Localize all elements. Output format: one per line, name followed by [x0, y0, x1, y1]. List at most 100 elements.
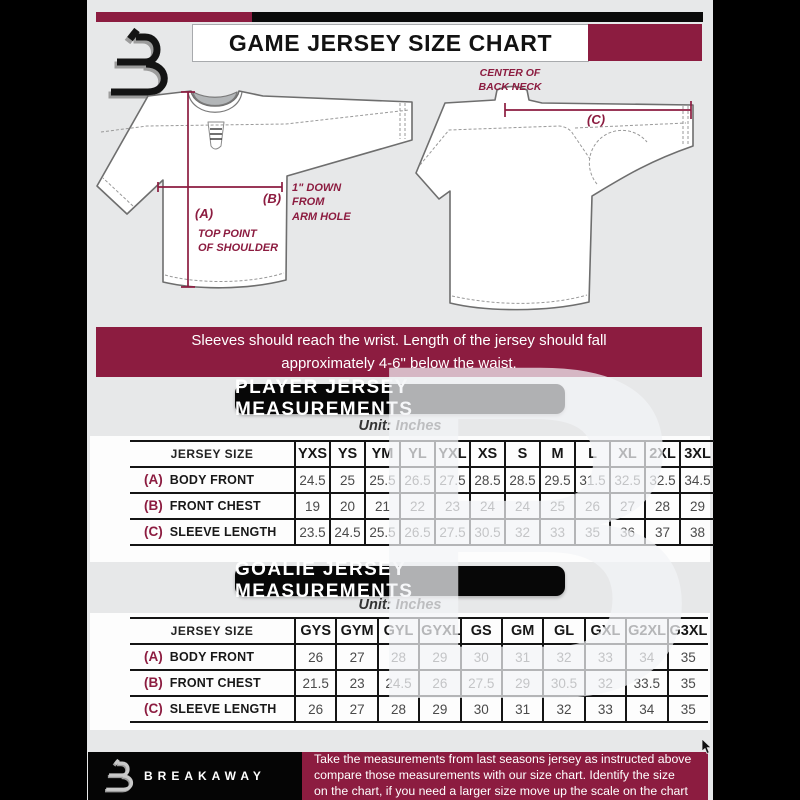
- measurement-value-cell: 29: [418, 695, 461, 723]
- table-header-row: JERSEY SIZE GYS GYM GYL GYXL GS GM GL GXL G2XL G3X…: [130, 617, 708, 644]
- measurement-c-label: (C): [587, 112, 606, 127]
- row-key: (C): [144, 524, 163, 539]
- goalie-section-title: GOALIE JERSEY MEASUREMENTS: [235, 559, 414, 602]
- measurement-value-cell: 35: [666, 643, 708, 670]
- size-column-header: 3XL: [679, 440, 714, 467]
- measurement-value-cell: 22: [399, 492, 435, 519]
- breakaway-footer-logo-icon: [102, 758, 136, 794]
- measurement-value-cell: 28: [644, 492, 680, 519]
- row-key: (B): [144, 498, 163, 513]
- measurement-value-cell: 20: [329, 492, 365, 519]
- measurement-value-cell: 27: [335, 695, 378, 723]
- measurement-value-cell: 30.5: [469, 518, 505, 546]
- measurement-b-label: (B): [263, 191, 282, 206]
- measurement-value-cell: 26: [574, 492, 610, 519]
- measurement-value-cell: 30: [459, 643, 502, 670]
- row-name: BODY FRONT: [169, 650, 255, 664]
- table-row: (A) BODY FRONT 26 27 28 29 30 31 32 33 34 35: [130, 643, 708, 670]
- row-label-cell: (A) BODY FRONT: [130, 466, 295, 493]
- size-column-header: YM: [364, 440, 400, 467]
- row-label-cell: (B) FRONT CHEST: [130, 492, 295, 519]
- measurement-value-cell: 26.5: [399, 518, 435, 546]
- measurement-value-cell: 27: [335, 643, 378, 670]
- measurement-value-cell: 38: [679, 518, 714, 546]
- measurement-value-cell: 30: [459, 695, 502, 723]
- size-column-header: GYM: [335, 617, 378, 644]
- player-section-title: PLAYER JERSEY MEASUREMENTS: [235, 377, 414, 420]
- size-column-header: 2XL: [644, 440, 680, 467]
- measurement-value-cell: 23.5: [294, 518, 330, 546]
- measurement-value-cell: 32: [542, 643, 585, 670]
- player-section-banner: PLAYER JERSEY MEASUREMENTS: [235, 377, 565, 420]
- measurement-value-cell: 33.5: [625, 669, 668, 696]
- measurement-value-cell: 26.5: [399, 466, 435, 493]
- row-key: (A): [144, 472, 163, 487]
- measurement-value-cell: 24.5: [294, 466, 330, 493]
- size-column-header: YL: [399, 440, 435, 467]
- size-column-header: S: [504, 440, 540, 467]
- measurement-value-cell: 28.5: [469, 466, 505, 493]
- row-label-cell: (C) SLEEVE LENGTH: [130, 518, 295, 546]
- footer-note-box: Take the measurements from last seasons …: [302, 752, 708, 800]
- row-key: (C): [144, 701, 163, 716]
- measurement-value-cell: 35: [574, 518, 610, 546]
- measurement-value-cell: 31: [500, 695, 544, 723]
- measurement-lines: [157, 91, 692, 288]
- measurement-value-cell: 25: [539, 492, 575, 519]
- size-column-header: M: [539, 440, 575, 467]
- goalie-size-table: JERSEY SIZE GYS GYM GYL GYXL GS GM GL GXL G2XL G3X…: [130, 617, 708, 723]
- measurement-value-cell: 26: [293, 643, 337, 670]
- row-name: FRONT CHEST: [169, 499, 261, 513]
- measurement-value-cell: 24: [469, 492, 505, 519]
- measurement-value-cell: 31.5: [574, 466, 610, 493]
- table-row: (C) SLEEVE LENGTH 26 27 28 29 30 31 32 33 34 35: [130, 695, 708, 723]
- measurement-value-cell: 28.5: [504, 466, 540, 493]
- measurement-value-cell: 35: [666, 669, 708, 696]
- row-name: BODY FRONT: [169, 473, 255, 487]
- front-jersey-illustration: [96, 90, 413, 289]
- measurement-value-cell: 33: [583, 643, 627, 670]
- measurement-value-cell: 27.5: [434, 466, 470, 493]
- size-column-header: GYXL: [418, 617, 461, 644]
- measurement-value-cell: 27.5: [459, 669, 502, 696]
- size-column-header: XL: [609, 440, 645, 467]
- measurement-value-cell: 29.5: [539, 466, 575, 493]
- measurement-value-cell: 37: [644, 518, 680, 546]
- measurement-value-cell: 32: [504, 518, 540, 546]
- measurement-value-cell: 23: [335, 669, 378, 696]
- measurement-value-cell: 34: [625, 643, 668, 670]
- measurement-value-cell: 23: [434, 492, 470, 519]
- table-row: (B) FRONT CHEST 19 20 21 22 23 24 24 25 26 27 28 29: [130, 492, 714, 519]
- measurement-value-cell: 29: [679, 492, 714, 519]
- goalie-unit-label: Unit: Inches: [358, 597, 442, 613]
- measurement-value-cell: 32: [583, 669, 627, 696]
- header-top-bar: [252, 12, 703, 22]
- size-column-header: XS: [469, 440, 505, 467]
- measurement-value-cell: 25.5: [364, 466, 400, 493]
- row-label-cell: (B) FRONT CHEST: [130, 669, 295, 696]
- goalie-section-banner: GOALIE JERSEY MEASUREMENTS: [235, 559, 565, 602]
- measurement-value-cell: 26: [418, 669, 461, 696]
- size-column-header: YS: [329, 440, 365, 467]
- jersey-diagrams: [96, 85, 694, 311]
- measurement-value-cell: 24.5: [376, 669, 420, 696]
- table-header-row: JERSEY SIZE YXS YS YM YL YXL XS S M L XL 2XL 3XL: [130, 440, 714, 467]
- table-row: (B) FRONT CHEST 21.5 23 24.5 26 27.5 29 30.5 32 33…: [130, 669, 708, 696]
- notice-banner: Sleeves should reach the wrist. Length o…: [96, 327, 702, 377]
- page-title: GAME JERSEY SIZE CHART: [228, 29, 553, 56]
- back-jersey-illustration: [415, 85, 694, 311]
- measurement-value-cell: 30.5: [542, 669, 585, 696]
- size-column-header: GXL: [583, 617, 627, 644]
- content-area: GAME JERSEY SIZE CHART: [87, 0, 714, 800]
- size-column-header: GM: [500, 617, 544, 644]
- footer-note-text: Take the measurements from last seasons …: [314, 752, 692, 798]
- measurement-value-cell: 32.5: [609, 466, 645, 493]
- measurement-a-label: (A): [195, 206, 214, 221]
- footer-brand-name: BREAKAWAY: [144, 769, 266, 783]
- measurement-c-note: CENTER OF BACK NECK: [478, 67, 542, 93]
- footer-brand-box: BREAKAWAY: [88, 752, 302, 800]
- size-column-header: G3XL: [666, 617, 708, 644]
- size-column-header: GL: [542, 617, 585, 644]
- table-row: (C) SLEEVE LENGTH 23.5 24.5 25.5 26.5 27.5 30.5…: [130, 518, 714, 546]
- title-accent-block: [588, 24, 702, 61]
